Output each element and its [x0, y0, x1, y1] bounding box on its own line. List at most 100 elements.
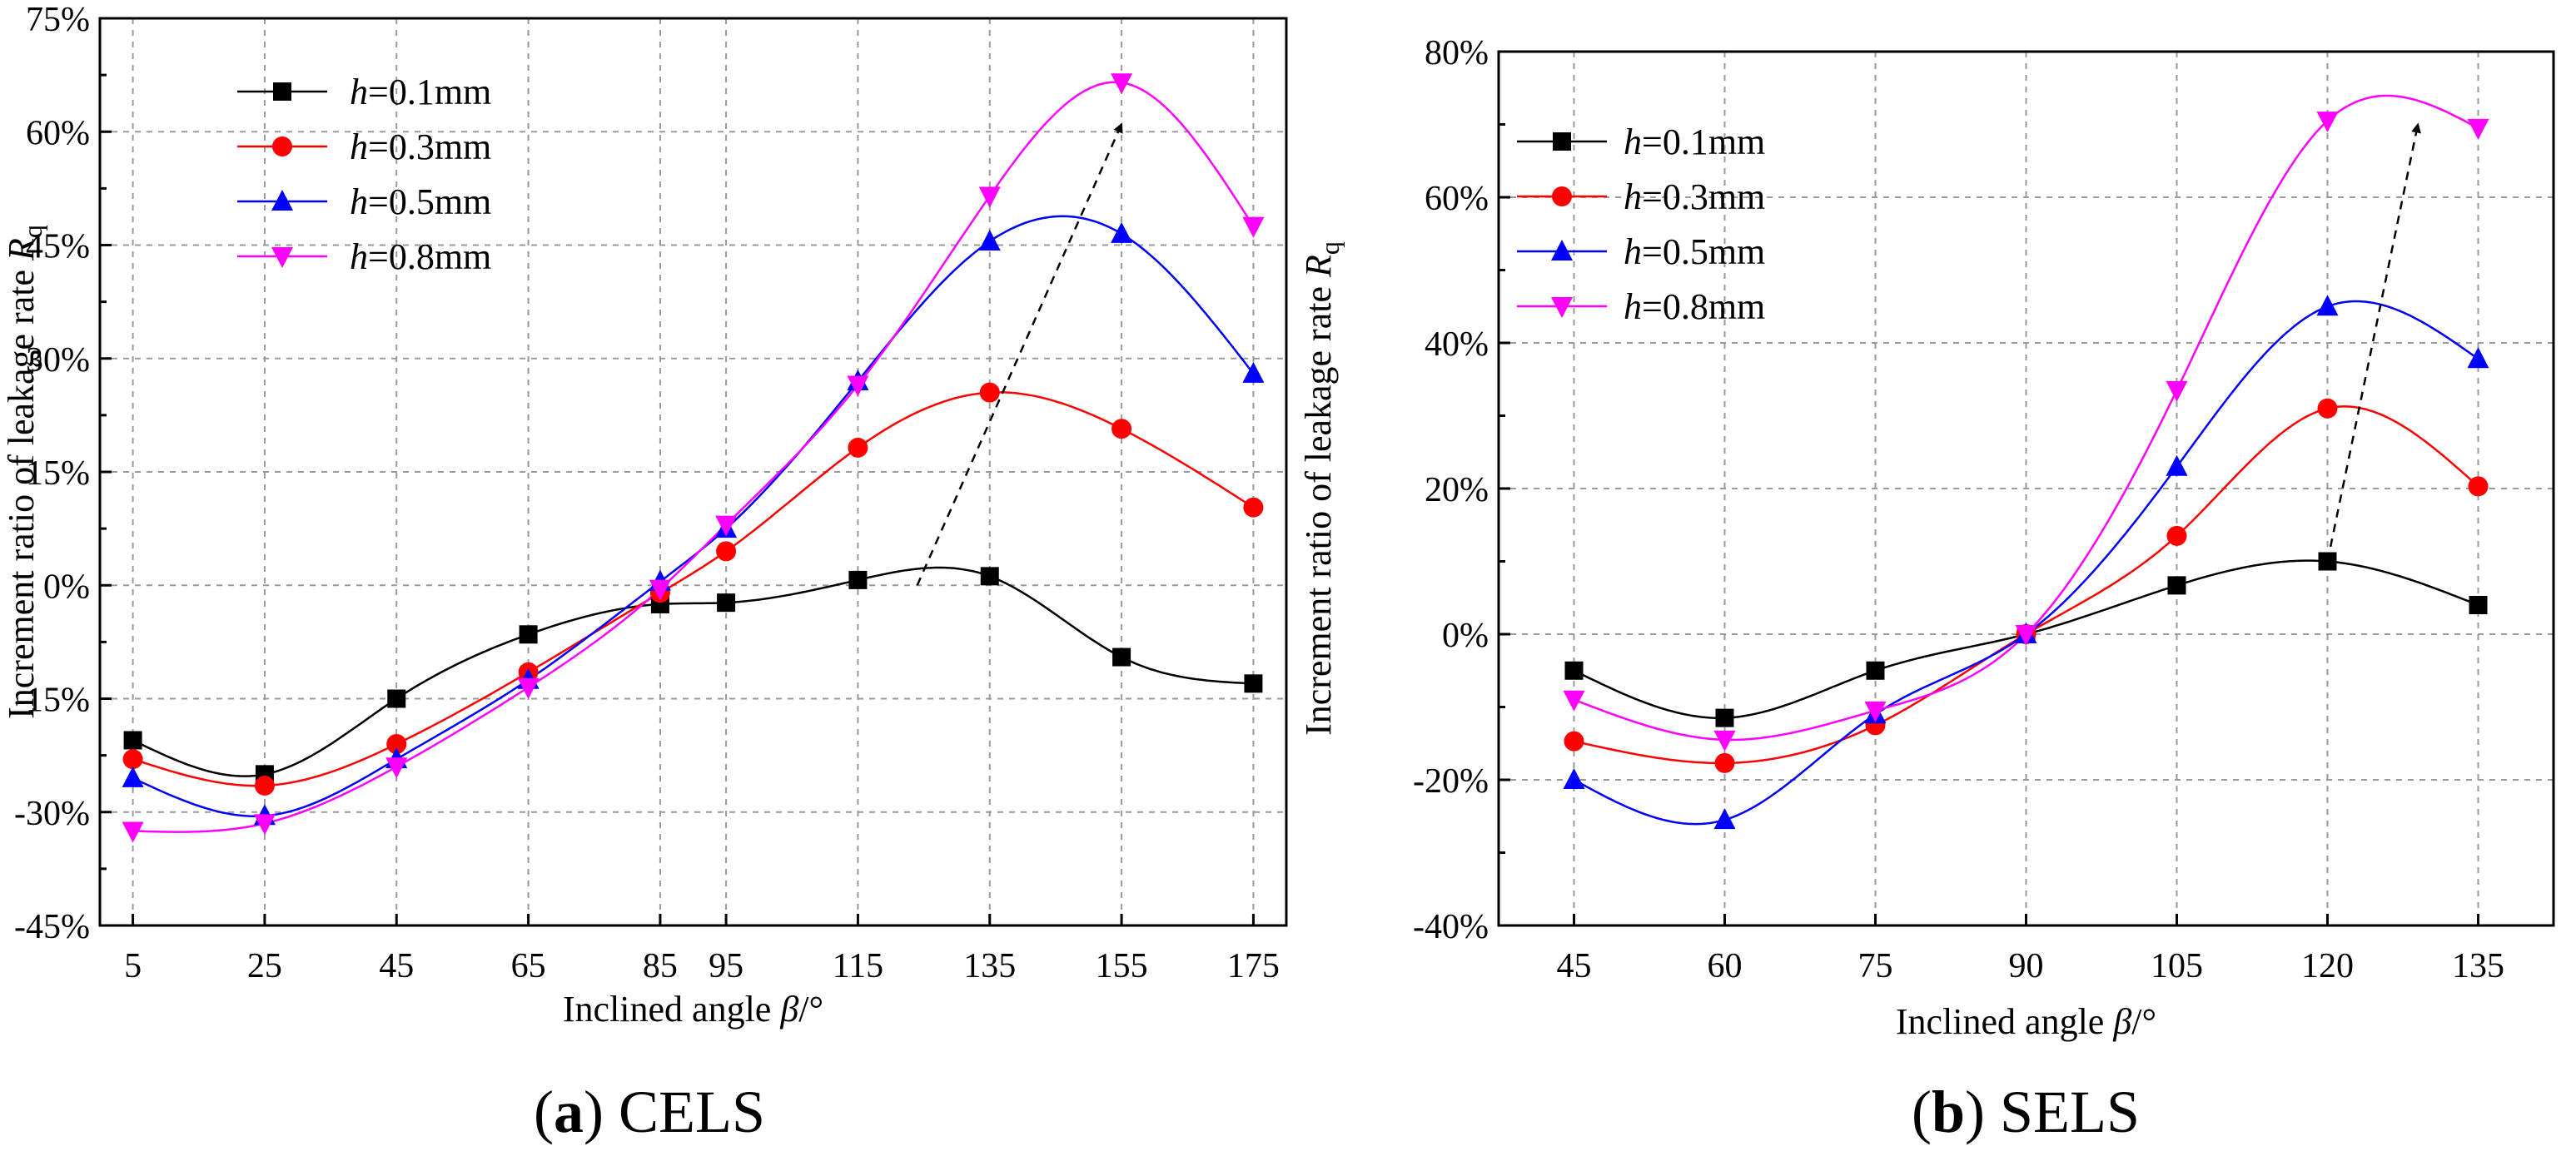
data-point-triangle-down [1563, 690, 1585, 712]
data-point-square [2318, 552, 2337, 571]
data-point-triangle-down [2166, 380, 2188, 402]
data-point-circle [122, 749, 143, 770]
y-tick-label: 15% [26, 454, 90, 493]
y-tick-label: 45% [26, 228, 90, 266]
panel-a-curves [132, 81, 1255, 833]
legend-marker [272, 136, 292, 156]
y-tick-label: 30% [26, 341, 90, 380]
data-point-triangle-up [2467, 347, 2489, 369]
y-tick-label: -20% [1413, 762, 1489, 801]
panel-a-caption: (a) CELS [534, 1079, 765, 1145]
y-tick-label: -45% [14, 908, 90, 946]
data-point-triangle-down [1242, 216, 1265, 238]
series-curve-h=0.8mm [132, 81, 1255, 833]
y-tick-label: 40% [1425, 325, 1489, 364]
x-tick-label: 45 [379, 947, 414, 985]
data-point-circle [848, 437, 868, 458]
y-tick-label: 0% [43, 568, 90, 606]
data-point-triangle-down [1713, 730, 1736, 752]
data-point-circle [2317, 398, 2338, 419]
data-point-square [387, 689, 406, 708]
data-point-square [2469, 596, 2488, 614]
data-point-triangle-up [122, 766, 144, 787]
data-point-circle [254, 775, 275, 796]
trend-arrow [916, 122, 1123, 586]
data-point-triangle-down [978, 186, 1001, 208]
x-tick-label: 85 [643, 947, 678, 985]
data-point-circle [1111, 419, 1132, 439]
data-point-circle [386, 734, 407, 754]
x-tick-label: 75 [1858, 947, 1893, 985]
data-point-square [1244, 674, 1263, 693]
data-point-square [1564, 661, 1584, 680]
data-point-triangle-down [649, 579, 671, 601]
x-tick-label: 65 [511, 947, 546, 985]
legend-label: h=0.1mm [1624, 122, 1765, 162]
x-tick-label: 45 [1557, 947, 1592, 985]
y-tick-label: -40% [1413, 908, 1489, 946]
legend-marker [1552, 186, 1572, 206]
data-point-circle [2468, 476, 2489, 497]
legend-marker [271, 247, 293, 268]
data-point-triangle-up [978, 229, 1001, 251]
legend-label: h=0.8mm [1624, 286, 1765, 327]
y-tick-label: 75% [26, 1, 90, 39]
y-tick-label: 20% [1425, 471, 1489, 509]
x-axis-label: Inclined angle β/° [1896, 1001, 2156, 1042]
x-tick-label: 115 [833, 947, 883, 985]
data-point-square [2167, 576, 2186, 595]
data-point-square [1112, 647, 1131, 667]
data-point-square [717, 593, 736, 613]
x-tick-label: 25 [247, 947, 282, 985]
panel-a-markers [122, 73, 1265, 843]
y-tick-label: 80% [1425, 34, 1489, 72]
panel-a-trend-arrow [916, 122, 1123, 586]
panel-a-chart: 5 25 45 65 85 95 115 135 155 175 -45% -30% -15% 0% 15%… [1, 1, 1288, 1145]
x-tick-label: 120 [2301, 947, 2354, 985]
x-tick-label: 105 [2151, 947, 2203, 985]
legend-label: h=0.5mm [1624, 231, 1765, 272]
legend-marker [1553, 132, 1571, 151]
x-tick-label: 5 [124, 947, 142, 985]
legend-label: h=0.3mm [1624, 176, 1765, 217]
panel-a-legend: h=0.1mm h=0.3mm h=0.5mm h=0.8mm [237, 72, 491, 277]
data-point-triangle-up [1111, 221, 1133, 243]
x-tick-label: 155 [1096, 947, 1148, 985]
y-axis-label: Increment ratio of leakage rate Rq [1, 225, 47, 719]
data-point-triangle-down [517, 677, 540, 699]
panel-b-ticks: 45 60 75 90 105 120 135 -40% -20% 0% 20% 40% 60% 80% [1413, 34, 2504, 985]
x-tick-label: 60 [1708, 947, 1743, 985]
x-axis-label: Inclined angle β/° [563, 989, 823, 1030]
x-tick-label: 95 [709, 947, 743, 985]
x-tick-label: 135 [2452, 947, 2504, 985]
data-point-triangle-up [1563, 768, 1585, 789]
legend-label: h=0.5mm [350, 181, 491, 222]
panel-b-legend: h=0.1mm h=0.3mm h=0.5mm h=0.8mm [1517, 122, 1765, 327]
series-curve-h=0.1mm [132, 566, 1254, 777]
panel-b-caption: (b) SELS [1912, 1079, 2140, 1145]
panel-b-chart: 45 60 75 90 105 120 135-40%-20%0%20%40%60%80% … [1298, 34, 2555, 1145]
panel-a-ticks: 5 25 45 65 85 95 115 135 155 175 -45% -30% -15% 0% 15%… [14, 1, 1280, 985]
data-point-triangle-down [2015, 625, 2037, 646]
panel-caption: (b) SELS [1912, 1079, 2140, 1145]
data-point-circle [716, 541, 737, 562]
data-point-triangle-down [1864, 701, 1887, 722]
data-point-triangle-down [2316, 112, 2339, 133]
legend-label: h=0.3mm [350, 127, 491, 167]
y-tick-label: -30% [14, 795, 90, 833]
data-point-circle [2166, 525, 2187, 546]
panel-b-markers [1563, 112, 2489, 830]
data-point-triangle-up [1242, 361, 1265, 383]
legend-marker [1551, 240, 1573, 260]
legend-label: h=0.8mm [350, 236, 491, 277]
data-point-square [980, 567, 999, 586]
data-point-square [1866, 661, 1885, 680]
data-point-triangle-down [847, 375, 869, 397]
data-point-square [848, 570, 868, 589]
legend-marker [273, 82, 291, 101]
data-point-triangle-down [122, 821, 144, 843]
y-tick-label: 60% [26, 114, 90, 152]
x-tick-label: 90 [2009, 947, 2044, 985]
data-point-triangle-up [1713, 808, 1736, 830]
